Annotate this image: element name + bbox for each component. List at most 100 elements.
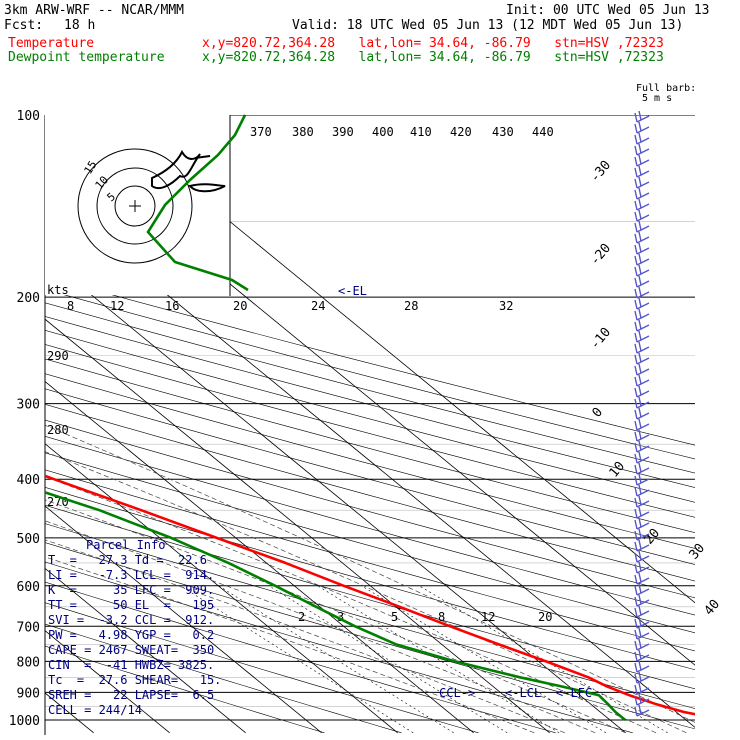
wind-barb [634, 484, 650, 497]
wind-barb [634, 330, 650, 343]
pressure-tick-label: 1000 [9, 714, 40, 729]
moist-adiabat [45, 520, 596, 734]
parcel-info-title: Parcel Info [86, 538, 166, 552]
wind-barb-flag [638, 605, 642, 616]
theta-label: 380 [292, 125, 314, 139]
wind-barb-flag [638, 396, 642, 407]
wind-barb-flag [638, 198, 642, 209]
dry-adiabat [45, 542, 695, 730]
wind-barb-flag [638, 165, 642, 176]
wind-barb-flag [634, 123, 638, 134]
moist-adiabat [45, 476, 657, 734]
wind-barb-staff [636, 654, 650, 662]
parcel-info-rows: T = 27.3 Td = 22.6 LI = -7.3 LCL = 914. K … [48, 553, 238, 718]
pressure-tick-label: 600 [17, 580, 40, 595]
theta-label: 420 [450, 125, 472, 139]
wind-barb-flag [634, 541, 638, 552]
wind-barb-staff [636, 698, 650, 706]
wind-barb-flag [638, 154, 642, 165]
wind-barb-flag [638, 440, 642, 451]
wind-barb-staff [636, 148, 650, 156]
pressure-tick-label: 100 [17, 109, 40, 124]
wind-barb-flag [638, 671, 642, 682]
mixing-ratio-label: 12 [481, 610, 495, 624]
mixing-ratio-label: 2 [298, 610, 305, 624]
isotherm-tick-label: 40 [702, 597, 724, 619]
parcel-info-row: CIN = -41 HWBZ= 3825. [48, 658, 215, 672]
isotherm-tick-label: 0 [590, 405, 607, 421]
wind-barb [634, 528, 650, 541]
wind-barb [634, 440, 650, 453]
hodograph-ring [77, 148, 193, 264]
wind-barb-flag [634, 343, 638, 354]
dry-adiabat [45, 469, 695, 652]
wind-barb-staff [636, 621, 650, 629]
wind-barb-staff [636, 214, 650, 222]
wind-barb-staff [636, 313, 650, 321]
el-marker: <-EL [338, 284, 367, 298]
dry-adiabat [45, 561, 633, 734]
parcel-info-row: SVI = -3.2 CCL = 912. [48, 613, 215, 627]
isotherm-line [45, 380, 474, 734]
wind-barb [634, 429, 650, 442]
wind-barb-flag [638, 297, 642, 308]
pressure-tick-label: 200 [17, 291, 40, 306]
parcel-info-panel: Parcel Info T = 27.3 Td = 22.6 LI = -7.3 … [48, 538, 238, 718]
wind-barb-staff [636, 170, 650, 178]
wind-barb-staff [636, 203, 650, 211]
temperature-location: x,y=820.72,364.28 lat,lon= 34.64, -86.79… [202, 36, 664, 51]
hodograph-speed-label: 32 [499, 299, 513, 313]
wind-barb-flag [638, 572, 642, 583]
hodograph-speed-label: 8 [67, 299, 74, 313]
dry-adiabat [45, 302, 695, 474]
wind-barb-flag [638, 220, 642, 231]
hodograph-ring [96, 167, 174, 245]
dry-adiabat [45, 623, 402, 734]
wind-barb-flag [634, 112, 638, 123]
lcl-marker: <-LCL [505, 686, 541, 700]
wind-barb-flag [634, 266, 638, 277]
wind-barb-flag [634, 409, 638, 420]
wind-barb [634, 121, 650, 134]
wind-barb [634, 671, 650, 684]
dry-adiabat [45, 316, 695, 488]
wind-barb [634, 264, 650, 277]
dry-adiabat [45, 602, 479, 734]
moist-adiabat [45, 499, 626, 734]
wind-barb-flag [634, 332, 638, 343]
dry-adiabat [45, 523, 695, 709]
wind-barb-staff [636, 511, 650, 519]
wind-barb [634, 616, 650, 629]
wind-barb-flag [634, 211, 638, 222]
wind-barb-flag [638, 517, 642, 528]
wind-barb-flag [634, 618, 638, 629]
hodograph-ring [114, 185, 156, 227]
wind-barb [634, 627, 650, 640]
full-barb-units: 5 m s [642, 93, 673, 104]
wind-barb-flag [638, 682, 642, 693]
parcel-info-row: T = 27.3 Td = 22.6 [48, 553, 207, 567]
wind-barb-flag [634, 376, 638, 387]
wind-barb [634, 176, 650, 189]
wind-barb-flag [634, 156, 638, 167]
wind-barb-flag [638, 693, 642, 704]
wind-barb-staff [636, 379, 650, 387]
mixing-ratio-label: 20 [538, 610, 552, 624]
wind-barb-staff [636, 555, 650, 563]
wind-barb [634, 649, 650, 662]
isotherm-tick-label: 10 [607, 459, 629, 481]
hodograph-ring-label: 15 [82, 158, 100, 176]
hodograph-speed-label: 20 [233, 299, 247, 313]
wind-barb-flag [634, 233, 638, 244]
wind-barb-flag [638, 363, 642, 374]
wind-barb [634, 143, 650, 156]
temperature-profile [45, 474, 695, 716]
wind-barb-flag [634, 288, 638, 299]
dewpoint-profile-upper [146, 114, 249, 292]
wind-barb-flag [638, 407, 642, 418]
wind-barb-flag [634, 530, 638, 541]
wind-barb-flag [634, 277, 638, 288]
wind-barb-staff [636, 423, 650, 431]
wind-barb-staff [636, 346, 650, 354]
